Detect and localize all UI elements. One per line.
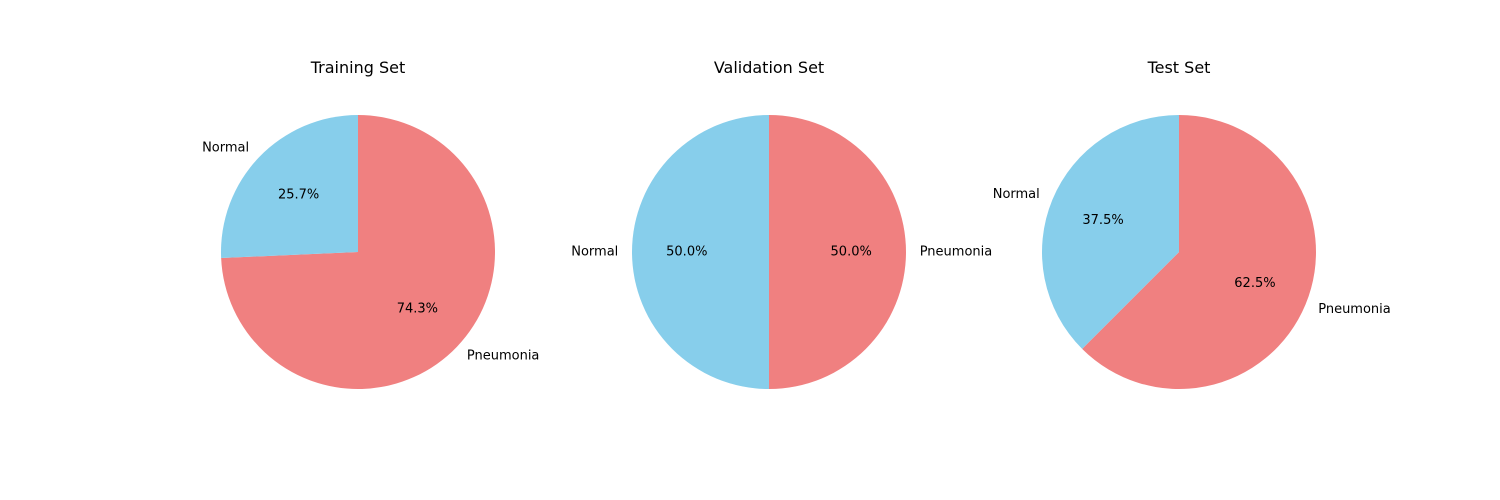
pie-category-label-validation-pneumonia: Pneumonia bbox=[920, 245, 993, 260]
chart-title-training: Training Set bbox=[310, 58, 406, 77]
pie-slice-training-pneumonia bbox=[221, 115, 495, 389]
pie-slice-test-normal bbox=[1041, 115, 1179, 349]
chart-title-test: Test Set bbox=[1147, 58, 1211, 77]
pie-pct-label-test-normal: 37.5% bbox=[1082, 213, 1123, 228]
pie-chart-validation: Validation Set 50.0% Normal 50.0% Pneumonia bbox=[571, 58, 992, 389]
pie-slice-validation-pneumonia bbox=[769, 115, 906, 389]
pie-category-label-training-pneumonia: Pneumonia bbox=[467, 349, 540, 364]
pie-category-label-training-normal: Normal bbox=[202, 140, 249, 155]
pie-category-label-test-pneumonia: Pneumonia bbox=[1318, 302, 1391, 317]
pie-category-label-test-normal: Normal bbox=[993, 187, 1040, 202]
pie-chart-training: Training Set 25.7% Normal 74.3% Pneumonia bbox=[202, 58, 539, 389]
pie-slice-training-normal bbox=[221, 115, 358, 259]
pie-chart-test: Test Set 37.5% Normal 62.5% Pneumonia bbox=[993, 58, 1391, 389]
pie-slice-validation-normal bbox=[632, 115, 769, 389]
pie-pct-label-validation-normal: 50.0% bbox=[666, 245, 707, 260]
pie-pct-label-training-normal: 25.7% bbox=[278, 188, 319, 203]
pie-category-label-validation-normal: Normal bbox=[571, 245, 618, 260]
pie-slice-test-pneumonia bbox=[1082, 115, 1316, 389]
chart-title-validation: Validation Set bbox=[714, 58, 824, 77]
pie-pct-label-training-pneumonia: 74.3% bbox=[397, 301, 438, 316]
pie-pct-label-validation-pneumonia: 50.0% bbox=[831, 245, 872, 260]
pie-pct-label-test-pneumonia: 62.5% bbox=[1234, 276, 1275, 291]
